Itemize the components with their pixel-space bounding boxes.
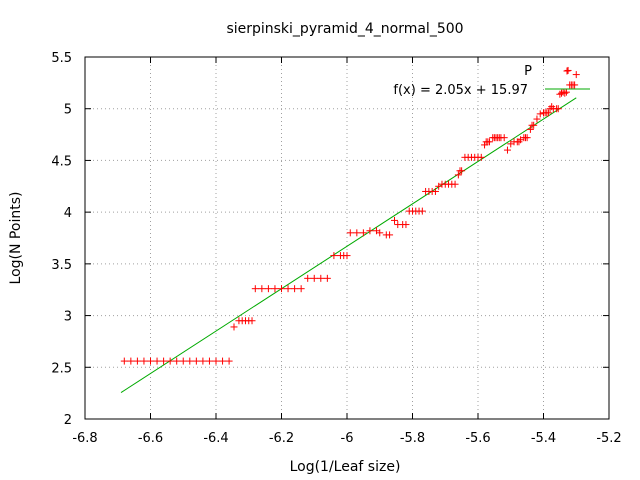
x-tick-label: -6.8: [72, 431, 97, 446]
data-point: [120, 357, 128, 365]
data-point: [536, 110, 544, 118]
data-point: [500, 134, 508, 142]
data-point: [346, 229, 354, 237]
x-tick-label: -6.4: [203, 431, 228, 446]
data-point: [390, 216, 398, 224]
y-axis: 2 2.5 3 3.5 4 4.5 5 5.5: [51, 51, 609, 428]
data-point: [561, 89, 569, 97]
y-tick-label: 3.5: [51, 258, 72, 273]
data-point: [166, 357, 174, 365]
y-tick-label: 4: [64, 206, 72, 221]
data-point: [353, 229, 361, 237]
data-point: [127, 357, 135, 365]
x-axis-label: Log(1/Leaf size): [290, 459, 401, 475]
data-point: [330, 252, 338, 260]
data-point: [323, 274, 331, 282]
x-tick-label: -5.6: [465, 431, 490, 446]
y-tick-label: 5.5: [51, 51, 72, 66]
data-point: [418, 207, 426, 215]
data-point: [359, 229, 367, 237]
data-point: [147, 357, 154, 365]
data-point: [278, 285, 285, 293]
y-tick-label: 3: [64, 310, 72, 325]
data-point: [526, 125, 534, 133]
scatter-series: [120, 66, 580, 365]
data-point: [386, 231, 394, 239]
legend: P f(x) = 2.05x + 15.97: [393, 64, 590, 98]
data-point: [251, 285, 259, 293]
data-point: [264, 285, 272, 293]
x-tick-label: -6: [341, 431, 354, 446]
data-point: [317, 274, 325, 282]
data-point: [477, 153, 485, 161]
legend-label-fit: f(x) = 2.05x + 15.97: [393, 83, 528, 98]
fit-line-series: [120, 97, 577, 393]
legend-marker-points: [563, 67, 571, 75]
data-point: [179, 357, 187, 365]
data-point: [225, 357, 233, 365]
data-point: [310, 274, 318, 282]
x-tick-label: -6.2: [269, 431, 294, 446]
data-point: [186, 357, 194, 365]
data-point: [212, 357, 220, 365]
data-point: [343, 252, 351, 260]
x-tick-label: -5.4: [531, 431, 556, 446]
data-point: [271, 285, 279, 293]
data-point: [173, 357, 181, 365]
data-point: [258, 285, 266, 293]
fit-line: [120, 97, 577, 393]
data-point: [248, 317, 256, 325]
data-point: [291, 285, 299, 293]
data-point: [544, 109, 552, 117]
data-point: [219, 357, 227, 365]
y-tick-label: 2.5: [51, 361, 72, 376]
x-tick-label: -5.2: [596, 431, 621, 446]
data-point: [454, 171, 462, 179]
data-point: [153, 357, 161, 365]
data-point: [523, 134, 531, 142]
data-point: [554, 105, 562, 113]
x-axis: -6.8 -6.6 -6.4 -6.2 -6 -5.8 -5.6 -5.4 -5.2: [72, 57, 622, 446]
data-point: [572, 71, 580, 79]
data-point: [503, 146, 511, 154]
data-point: [133, 357, 141, 365]
y-tick-label: 4.5: [51, 154, 72, 169]
data-point: [530, 121, 538, 129]
legend-plus-marker: [563, 67, 571, 75]
data-point: [199, 357, 207, 365]
data-point: [533, 115, 541, 123]
data-point: [485, 138, 493, 146]
data-point: [564, 66, 572, 74]
data-point: [284, 285, 292, 293]
data-point: [481, 141, 489, 149]
grid: [85, 57, 609, 419]
y-axis-label: Log(N Points): [8, 192, 24, 285]
x-tick-label: -6.6: [138, 431, 163, 446]
y-tick-label: 5: [64, 103, 72, 118]
data-point: [562, 88, 570, 96]
data-point: [140, 357, 148, 365]
data-point: [402, 221, 410, 229]
data-point: [458, 167, 466, 175]
data-point: [376, 229, 384, 237]
data-point: [160, 357, 168, 365]
data-point: [366, 227, 374, 235]
data-point: [431, 187, 439, 195]
data-point: [205, 357, 213, 365]
legend-label-points: P: [524, 64, 532, 79]
y-tick-label: 2: [64, 413, 72, 428]
data-point: [192, 357, 200, 365]
data-point: [571, 81, 579, 89]
data-point: [230, 323, 238, 331]
chart-title: sierpinski_pyramid_4_normal_500: [226, 21, 463, 37]
x-tick-label: -5.8: [400, 431, 425, 446]
data-point: [297, 285, 305, 293]
data-point: [304, 274, 312, 282]
data-point: [451, 180, 459, 188]
